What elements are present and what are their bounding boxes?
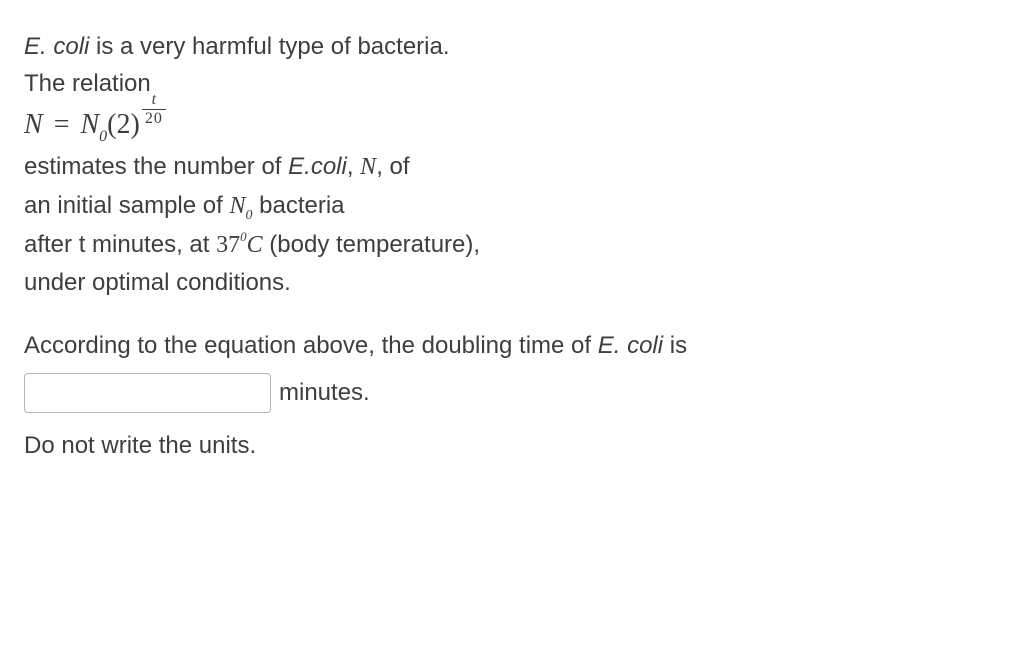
desc-line-1-mid: , (347, 153, 360, 180)
desc-N: N (360, 154, 376, 180)
desc-line-2-pre: an initial sample of (24, 192, 229, 219)
formula-N: N (24, 109, 43, 140)
formula-N0-sub: 0 (99, 128, 107, 145)
answer-row: minutes. (24, 373, 1010, 413)
ecoli-term: E. coli (24, 33, 89, 60)
question-line: According to the equation above, the dou… (24, 327, 1010, 364)
desc-line-4: under optimal conditions. (24, 264, 1010, 301)
units-note: Do not write the units. (24, 427, 1010, 464)
desc-ecoli: E.coli (288, 153, 347, 180)
question-post: is (663, 332, 687, 359)
formula-lparen: ( (107, 109, 116, 140)
intro-line-1-rest: is a very harmful type of bacteria. (89, 33, 449, 60)
desc-line-1: estimates the number of E.coli, N, of (24, 148, 1010, 186)
question-ecoli: E. coli (598, 332, 663, 359)
temp-degree-sup: 0 (240, 229, 247, 244)
desc-line-2: an initial sample of N0 bacteria (24, 187, 1010, 226)
formula-base: 2 (117, 109, 131, 140)
desc-line-2-post: bacteria (252, 192, 344, 219)
formula: N = N0(2) t 20 (24, 108, 1010, 144)
desc-line-3-pre: after t minutes, at (24, 231, 216, 258)
formula-exp-num: t (142, 92, 166, 108)
answer-unit: minutes. (279, 374, 370, 411)
question-pre: According to the equation above, the dou… (24, 332, 598, 359)
formula-exp-den: 20 (142, 111, 166, 127)
temperature: 370C (216, 232, 263, 258)
answer-input[interactable] (24, 373, 271, 413)
intro-line-2: The relation (24, 65, 1010, 102)
desc-line-1-pre: estimates the number of (24, 153, 288, 180)
desc-line-3-post: (body temperature), (263, 231, 480, 258)
formula-N0-N: N (80, 109, 99, 140)
formula-rparen: ) (131, 109, 140, 140)
desc-N0-N: N (229, 193, 245, 219)
desc-line-1-post: , of (376, 153, 409, 180)
formula-exponent: t 20 (142, 92, 166, 127)
temp-c: C (247, 232, 263, 258)
intro-line-1: E. coli is a very harmful type of bacter… (24, 28, 1010, 65)
temp-num: 37 (216, 232, 240, 258)
desc-line-3: after t minutes, at 370C (body temperatu… (24, 226, 1010, 264)
formula-eq: = (43, 109, 81, 140)
